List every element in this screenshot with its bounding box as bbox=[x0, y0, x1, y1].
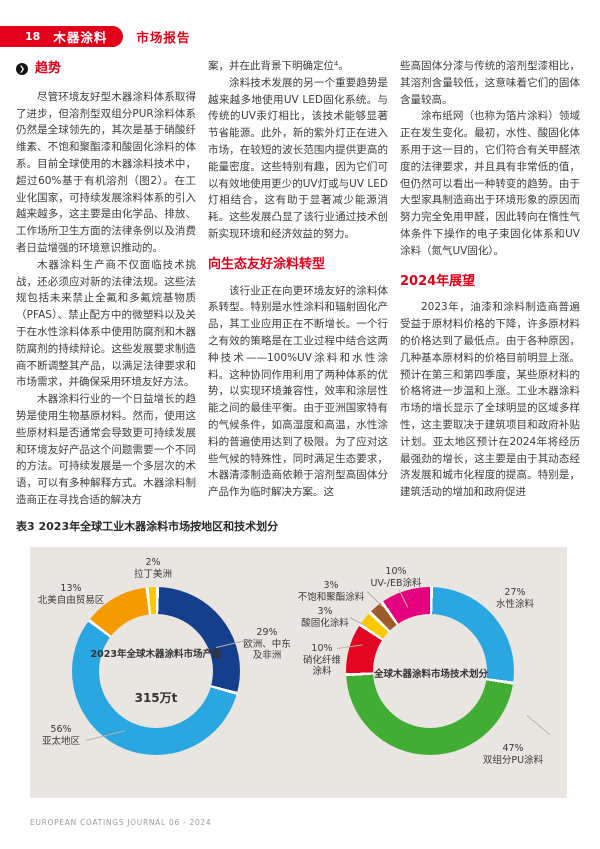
donut-hole bbox=[99, 614, 213, 728]
slice-label-nitrocellulose: 10% 硝化纤维 涂料 bbox=[303, 643, 341, 678]
paragraph: 涂布纸网（也称为箔片涂料）领域正在发生变化。最初，水性、酸固化体系用于这一目的，… bbox=[400, 110, 580, 257]
slice-name: 双组分PU涂料 bbox=[482, 754, 544, 766]
slice-name: 硝化纤维 bbox=[302, 654, 342, 666]
paragraph: 2023年，油漆和涂料制造商普遍受益于原材料价格的下降，许多原材料的价格达到了最… bbox=[400, 301, 580, 499]
donut-center-value: 315万t bbox=[134, 691, 178, 705]
figure-table3-panel: 2023年全球木器涂料市场产量 315万t 2% 拉丁美洲 13% 北美自由贸易… bbox=[30, 547, 567, 798]
article-columns: ❯ 趋势 尽管环境友好型木器涂料体系取得了进步，但溶剂型双组分PUR涂料体系仍然… bbox=[16, 58, 582, 518]
paragraph: 涂料技术发展的另一个重要趋势是越来越多地使用UV LED固化系统。与传统的UV汞… bbox=[208, 76, 388, 240]
page-number: 18 bbox=[25, 30, 41, 43]
paragraph: 该行业正在向更环境友好的涂料体系转型。特别是水性涂料和辐射固化产品，其工业应用正… bbox=[208, 284, 388, 499]
slice-percent: 27% bbox=[504, 587, 526, 598]
paragraph-continuation: 案，并在此背景下明确定位⁴。 bbox=[208, 60, 349, 72]
slice-name: 北美自由贸易区 bbox=[37, 594, 105, 606]
page-badge: 18 木器涂料 bbox=[0, 26, 124, 47]
column-1: ❯ 趋势 尽管环境友好型木器涂料体系取得了进步，但溶剂型双组分PUR涂料体系仍然… bbox=[16, 58, 196, 518]
slice-percent: 10% bbox=[311, 643, 333, 654]
column-2: 案，并在此背景下明确定位⁴。 涂料技术发展的另一个重要趋势是越来越多地使用UV … bbox=[208, 58, 388, 518]
slice-name: 水性涂料 bbox=[495, 598, 535, 610]
slice-label-unsaturated-polyester: 3% 不饱和聚酯涂料 bbox=[298, 580, 365, 603]
slice-percent: 47% bbox=[502, 743, 524, 754]
section-heading-row: ❯ 趋势 bbox=[16, 61, 196, 78]
section-heading-outlook-2024: 2024年展望 bbox=[400, 273, 476, 289]
paragraph-continuation: 些高固体分漆与传统的溶剂型漆相比，其溶剂含量较低，这意味着它们的固体含量较高。 bbox=[400, 60, 580, 106]
slice-label-nafta: 13% 北美自由贸易区 bbox=[38, 583, 105, 606]
slice-label-waterborne: 27% 水性涂料 bbox=[496, 587, 534, 610]
donut-hole bbox=[373, 614, 487, 728]
page-header: 18 木器涂料 市场报告 bbox=[0, 26, 190, 47]
topic-label: 木器涂料 bbox=[53, 30, 108, 45]
slice-label-emea: 29% 欧洲、中东 及非洲 bbox=[243, 627, 291, 662]
slice-name: UV-/EB涂料 bbox=[370, 577, 422, 589]
slice-label-latin-america: 2% 拉丁美洲 bbox=[134, 557, 172, 580]
slice-percent: 3% bbox=[323, 580, 339, 591]
slice-name: 涂料 bbox=[312, 666, 332, 677]
paragraph: 木器涂料生产商不仅面临技术挑战，还必须应对新的法律法规。这些法规包括未来禁止全氟… bbox=[16, 258, 196, 389]
slice-label-acid-curing: 3% 酸固化涂料 bbox=[301, 606, 349, 629]
slice-percent: 10% bbox=[385, 566, 407, 577]
slice-name: 欧洲、中东 bbox=[243, 638, 291, 650]
slice-percent: 13% bbox=[60, 583, 82, 594]
section-label: 市场报告 bbox=[136, 30, 191, 45]
section-heading-trends: 趋势 bbox=[35, 61, 62, 76]
donut-center-title: 2023年全球木器涂料市场产量 bbox=[90, 649, 222, 660]
slice-name: 酸固化涂料 bbox=[301, 617, 349, 629]
leader-line bbox=[526, 715, 551, 736]
column-3: 些高固体分漆与传统的溶剂型漆相比，其溶剂含量较低，这意味着它们的固体含量较高。 … bbox=[400, 58, 580, 518]
paragraph: 木器涂料行业的一个日益增长的趋势是使用生物基原材料。然而，使用这些原材料是否通常… bbox=[16, 393, 196, 506]
slice-percent: 56% bbox=[50, 724, 72, 735]
slice-label-uv-eb: 10% UV-/EB涂料 bbox=[370, 566, 421, 589]
slice-name: 及非洲 bbox=[252, 650, 282, 661]
slice-name: 亚太地区 bbox=[41, 735, 81, 747]
donut-center-title: 全球木器涂料市场技术划分 bbox=[373, 669, 488, 680]
slice-percent: 2% bbox=[145, 557, 161, 568]
journal-footer: EUROPEAN COATINGS JOURNAL 06 - 2024 bbox=[30, 818, 212, 827]
slice-percent: 3% bbox=[317, 606, 333, 617]
slice-label-2k-pu: 47% 双组分PU涂料 bbox=[483, 743, 543, 766]
leader-line bbox=[366, 591, 384, 608]
arrow-bullet-icon: ❯ bbox=[16, 63, 28, 76]
paragraph: 尽管环境友好型木器涂料体系取得了进步，但溶剂型双组分PUR涂料体系仍然是全球领先… bbox=[16, 90, 196, 254]
slice-label-apac: 56% 亚太地区 bbox=[42, 724, 80, 747]
slice-name: 拉丁美洲 bbox=[133, 568, 173, 580]
section-heading-eco-transition: 向生态友好涂料转型 bbox=[208, 256, 326, 272]
slice-name: 不饱和聚酯涂料 bbox=[297, 591, 365, 603]
figure-caption: 表3 2023年全球工业木器涂料市场按地区和技术划分 bbox=[16, 520, 279, 533]
slice-percent: 29% bbox=[256, 627, 278, 638]
